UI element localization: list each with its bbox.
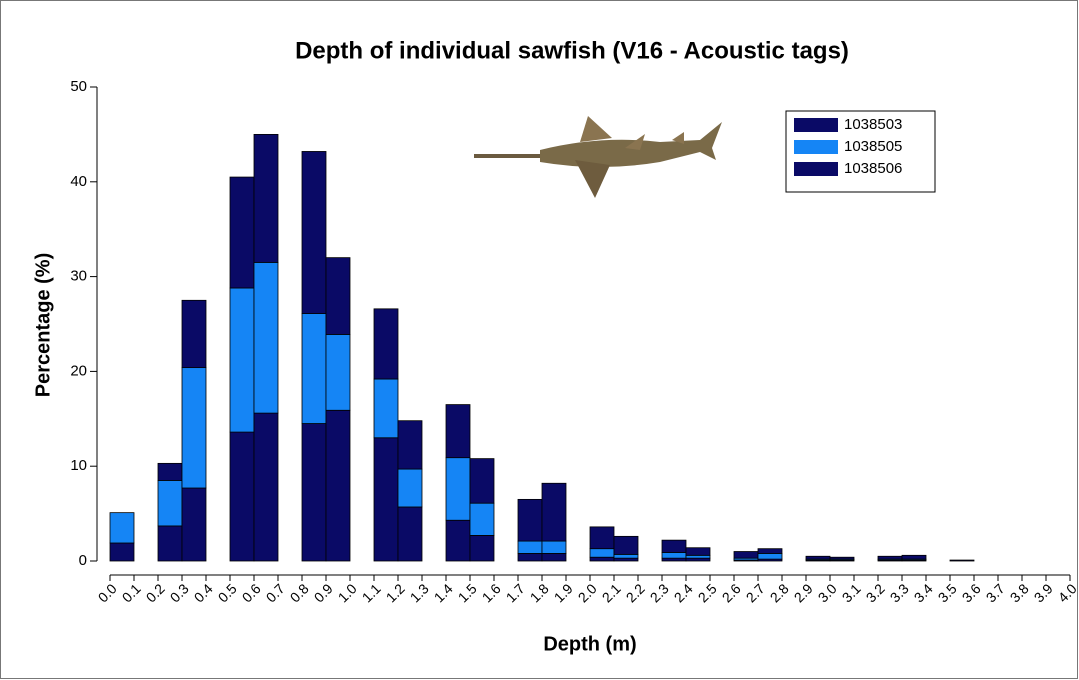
bar-segment xyxy=(469,502,495,536)
legend: 1038503 1038505 1038506 xyxy=(785,110,936,193)
bar-segment xyxy=(613,535,639,555)
bar-segment xyxy=(397,506,423,562)
bar-segment xyxy=(181,299,207,369)
legend-label: 1038503 xyxy=(844,116,902,133)
bar-segment xyxy=(685,554,711,559)
bar-segment xyxy=(325,257,351,335)
y-tick-label: 30 xyxy=(70,268,87,285)
bar-segment xyxy=(397,468,423,508)
bar-segment xyxy=(685,557,711,562)
y-axis-label: Percentage (%) xyxy=(32,253,54,398)
bar-segment xyxy=(949,559,975,562)
bar-segment xyxy=(253,412,279,562)
y-tick-label: 0 xyxy=(79,552,87,569)
bar-segment xyxy=(445,457,471,521)
bar-segment xyxy=(661,552,687,559)
sawfish-illustration xyxy=(474,116,722,198)
bar-segment xyxy=(589,526,615,550)
bar-segment xyxy=(253,133,279,263)
bar-segment xyxy=(301,423,327,562)
legend-label: 1038505 xyxy=(844,138,902,155)
bar-segment xyxy=(445,404,471,459)
bar-segment xyxy=(661,539,687,553)
bar-segment xyxy=(877,555,903,560)
bar-segment xyxy=(541,482,567,542)
bar-segment xyxy=(157,462,183,481)
bar-segment xyxy=(181,487,207,562)
bar-segment xyxy=(229,287,255,433)
legend-swatch xyxy=(794,162,838,176)
bar-segment xyxy=(517,540,543,554)
chart-title: Depth of individual sawfish (V16 - Acous… xyxy=(295,37,849,64)
bar-segment xyxy=(301,313,327,424)
y-tick-label: 10 xyxy=(70,457,87,474)
bar-segment xyxy=(157,480,183,527)
bar-segment xyxy=(661,557,687,562)
bar-segment xyxy=(613,557,639,562)
bar-segment xyxy=(805,555,831,560)
y-tick-label: 50 xyxy=(70,78,87,95)
bar-segment xyxy=(373,378,399,439)
y-tick-label: 40 xyxy=(70,173,87,190)
x-axis-label: Depth (m) xyxy=(543,633,636,655)
bar-segment xyxy=(517,553,543,562)
legend-swatch xyxy=(794,140,838,154)
bar-segment xyxy=(397,420,423,470)
bar-segment xyxy=(613,553,639,559)
legend-label: 1038506 xyxy=(844,160,902,177)
bar-segment xyxy=(469,458,495,504)
bar-segment xyxy=(253,261,279,414)
bar-segment xyxy=(757,553,783,560)
bar-segment xyxy=(517,498,543,542)
bar-segment xyxy=(469,535,495,562)
bar-segment xyxy=(325,409,351,562)
bar-segment xyxy=(229,431,255,562)
bar-segment xyxy=(229,176,255,289)
bar-segment xyxy=(181,367,207,489)
bar-segment xyxy=(445,519,471,562)
bar-segment xyxy=(541,540,567,554)
bar-segment xyxy=(157,525,183,562)
bar-segment xyxy=(325,334,351,411)
bar-segment xyxy=(373,308,399,380)
bar-segment xyxy=(541,553,567,562)
bar-segment xyxy=(589,556,615,562)
bar-segment xyxy=(757,548,783,554)
bar-segment xyxy=(109,512,135,544)
bar-segment xyxy=(109,542,135,562)
bar-segment xyxy=(373,437,399,562)
bar-segment xyxy=(829,556,855,560)
bar-segment xyxy=(301,151,327,314)
bar-segment xyxy=(589,548,615,558)
legend-swatch xyxy=(794,118,838,132)
bar-segment xyxy=(733,551,759,559)
y-tick-label: 20 xyxy=(70,362,87,379)
bar-segment xyxy=(685,547,711,556)
bar-segment xyxy=(901,554,927,560)
